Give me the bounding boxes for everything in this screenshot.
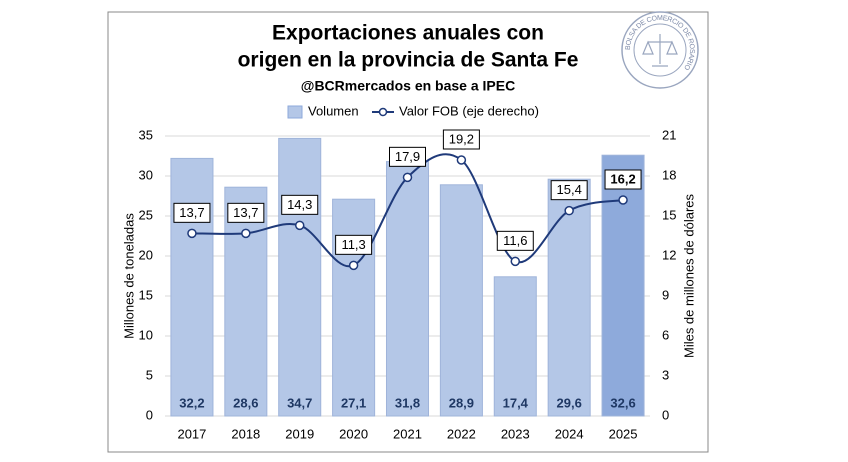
bar-value-label: 17,4	[503, 395, 529, 410]
bar-value-label: 32,6	[610, 395, 635, 410]
value-label-box	[442, 129, 480, 150]
line-marker	[187, 228, 197, 239]
line-value-label: 13,7	[233, 205, 258, 220]
y2-tick-label: 18	[662, 167, 676, 182]
y2-tick-label: 12	[662, 247, 676, 262]
logo-icon	[642, 34, 678, 67]
y2-axis-label: Miles de millones de dólares	[681, 193, 696, 358]
x-tick-label: 2023	[501, 426, 530, 441]
x-tick-label: 2024	[555, 426, 584, 441]
y2-tick-label: 21	[662, 127, 676, 142]
x-tick-label: 2019	[285, 426, 314, 441]
bar	[547, 178, 591, 417]
x-tick-label: 2017	[177, 426, 206, 441]
y-tick-label: 0	[146, 407, 153, 422]
chart-subtitle: @BCRmercados en base a IPEC	[301, 78, 515, 94]
line-marker	[402, 172, 413, 183]
value-label-box	[389, 146, 426, 167]
y-axis-label: Millones de toneladas	[121, 213, 136, 339]
line-value-label: 16,2	[610, 171, 635, 186]
y-tick-label: 30	[139, 167, 153, 182]
bar	[224, 186, 268, 417]
legend-label: Valor FOB (eje derecho)	[399, 103, 539, 118]
bar	[439, 184, 483, 417]
line-marker	[456, 155, 467, 165]
line-value-label: 11,3	[341, 237, 365, 252]
line-marker	[510, 256, 521, 267]
line-value-label: 14,3	[287, 197, 312, 212]
y-tick-label: 35	[139, 127, 153, 142]
logo-ring	[621, 11, 699, 89]
value-label-box	[281, 194, 319, 215]
logo-ring	[633, 23, 687, 77]
value-label-box	[335, 234, 373, 255]
y2-tick-label: 0	[662, 407, 669, 422]
line-value-label: 19,2	[449, 131, 474, 146]
x-tick-label: 2022	[447, 426, 476, 441]
bar-value-label: 28,9	[449, 395, 474, 410]
bar	[278, 137, 322, 417]
x-tick-label: 2021	[393, 426, 422, 441]
legend-label: Volumen	[308, 103, 359, 118]
value-label-box	[604, 169, 642, 190]
y2-tick-label: 9	[662, 287, 669, 302]
bar-value-label: 31,8	[395, 395, 420, 410]
line-value-label: 17,9	[395, 149, 420, 164]
chart-title: Exportaciones anuales con	[272, 22, 544, 45]
bar-value-label: 34,7	[287, 395, 312, 410]
y-tick-label: 15	[139, 287, 153, 302]
value-label-box	[227, 202, 265, 223]
line-marker	[348, 260, 359, 271]
value-label-box	[173, 202, 211, 223]
y2-tick-label: 15	[662, 207, 676, 222]
chart-title: origen en la provincia de Santa Fe	[238, 49, 579, 72]
y2-tick-label: 3	[662, 367, 669, 382]
y-tick-label: 5	[146, 367, 153, 382]
bar-value-label: 29,6	[557, 395, 582, 410]
bar-value-label: 27,1	[341, 395, 366, 410]
y2-tick-label: 6	[662, 327, 669, 342]
line-value-label: 15,4	[557, 182, 582, 197]
bar	[493, 276, 537, 417]
line-marker	[294, 220, 305, 231]
bar-value-label: 32,2	[179, 395, 204, 410]
line-marker	[618, 195, 628, 205]
value-label-box	[496, 230, 534, 251]
y-tick-label: 20	[139, 247, 153, 262]
value-label-box	[550, 180, 588, 201]
legend-swatch	[287, 105, 303, 119]
line-value-label: 13,7	[179, 205, 204, 220]
bar	[170, 157, 214, 417]
bar	[601, 154, 645, 417]
bar	[385, 161, 430, 417]
x-tick-label: 2025	[609, 426, 638, 441]
bar-value-label: 28,6	[233, 395, 258, 410]
x-tick-label: 2020	[339, 426, 368, 441]
bar	[332, 198, 376, 417]
y-tick-label: 25	[139, 207, 153, 222]
legend-marker	[378, 107, 388, 117]
line-marker	[564, 205, 574, 216]
x-tick-label: 2018	[231, 426, 260, 441]
line-marker	[241, 228, 251, 239]
line-value-label: 11,6	[503, 233, 527, 248]
y-tick-label: 10	[139, 327, 153, 342]
